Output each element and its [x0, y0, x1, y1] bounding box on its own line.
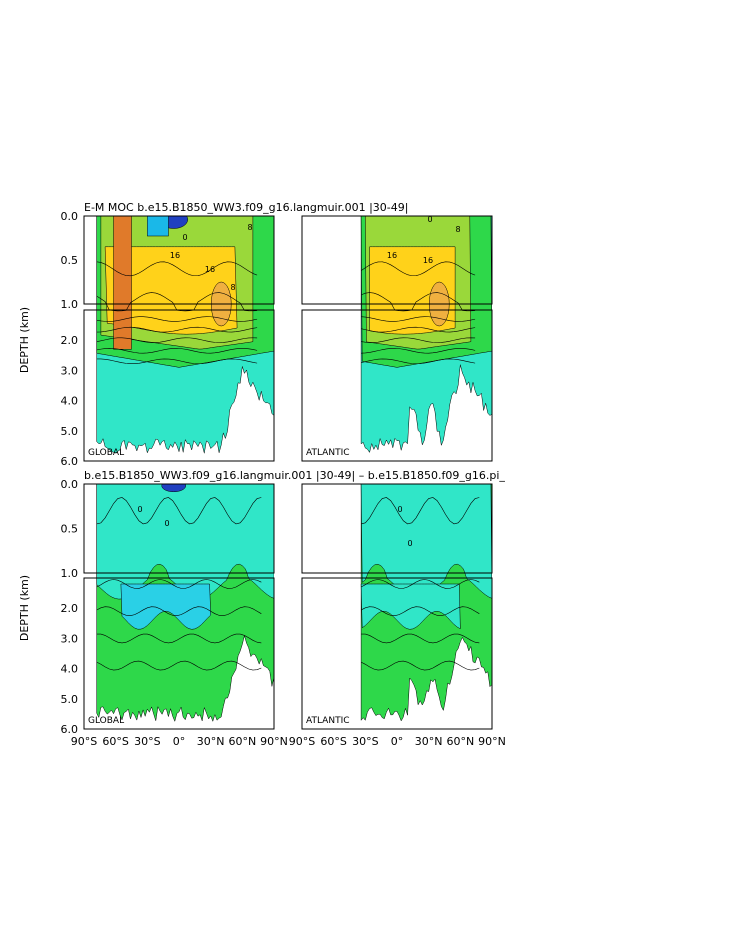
contour-line	[96, 348, 258, 354]
y-tick-label: 5.0	[61, 693, 79, 706]
diff-band-deep	[360, 583, 461, 630]
moc-atlantic-panel	[360, 216, 492, 453]
y-axis-label: DEPTH (km)	[18, 307, 31, 373]
contour-line	[361, 348, 476, 354]
x-tick-label: 30°S	[134, 735, 160, 748]
contour-line	[361, 316, 476, 322]
x-tick-label: 30°N	[197, 735, 225, 748]
contour-line	[361, 358, 476, 365]
x-tick-label: 90°S	[71, 735, 97, 748]
y-tick-label: 2.0	[61, 602, 79, 615]
contour-label: 16	[423, 256, 433, 265]
moc-global-panel	[96, 216, 274, 454]
x-tick-label: 90°N	[478, 735, 506, 748]
contour-label: 16	[170, 251, 180, 260]
contour-line	[96, 337, 258, 343]
contour-line	[360, 660, 480, 671]
contour-line	[96, 316, 258, 322]
contour-label: 0	[407, 539, 412, 548]
x-tick-label: 30°S	[352, 735, 378, 748]
y-tick-label: 4.0	[61, 395, 79, 408]
y-tick-label: 0.0	[61, 210, 79, 223]
contour-line	[96, 261, 258, 277]
contour-line	[361, 337, 476, 343]
y-tick-label: 2.0	[61, 334, 79, 347]
x-tick-label: 60°N	[446, 735, 474, 748]
y-tick-label: 0.0	[61, 478, 79, 491]
panel-tag-global: GLOBAL	[88, 448, 124, 458]
moc-band-strong	[104, 246, 238, 335]
contour-line	[96, 660, 262, 671]
y-tick-label: 5.0	[61, 425, 79, 438]
diff-global-panel	[96, 484, 274, 722]
panel-frame-lower	[301, 577, 493, 730]
x-tick-label: 30°N	[415, 735, 443, 748]
panel-frame-upper	[301, 483, 493, 574]
y-tick-label: 3.0	[61, 364, 79, 377]
contour-label: 8	[455, 225, 460, 234]
contour-line	[96, 497, 262, 525]
contour-line	[96, 633, 262, 644]
y-tick-label: 6.0	[61, 723, 79, 736]
contour-label: 0	[397, 505, 402, 514]
contour-line	[361, 633, 480, 644]
contour-label: 0	[164, 519, 169, 528]
x-tick-label: 0°	[391, 735, 404, 748]
contour-label: 8	[247, 223, 252, 232]
contour-line	[96, 579, 262, 589]
y-tick-label: 6.0	[61, 455, 79, 468]
panel-frame-lower	[83, 309, 275, 462]
diff-band-deep	[120, 583, 211, 630]
y-tick-label: 1.0	[61, 298, 79, 311]
panel-frame-lower	[301, 309, 493, 462]
moc-shallow-cell	[147, 216, 169, 237]
panel-frame-lower	[83, 577, 275, 730]
x-tick-label: 60°S	[102, 735, 128, 748]
contour-label: 16	[205, 265, 215, 274]
moc-deacon-cell	[113, 216, 132, 350]
bottom-title: b.e15.B1850_WW3.f09_g16.langmuir.001 |30…	[84, 469, 505, 482]
contour-line	[361, 292, 476, 312]
x-tick-label: 60°N	[228, 735, 256, 748]
x-tick-label: 60°S	[320, 735, 346, 748]
contour-label: 0	[182, 233, 187, 242]
y-tick-label: 4.0	[61, 663, 79, 676]
diff-band-neg	[96, 484, 274, 600]
y-tick-label: 0.5	[61, 523, 79, 536]
x-tick-label: 90°S	[289, 735, 315, 748]
top-title: E-M MOC b.e15.B1850_WW3.f09_g16.langmuir…	[84, 201, 408, 214]
panel-tag-atlantic: ATLANTIC	[306, 716, 350, 726]
diff-tropical-anomaly	[161, 484, 186, 493]
contour-line	[360, 579, 480, 589]
contour-line	[96, 606, 262, 617]
contour-label: 8	[230, 283, 235, 292]
x-tick-label: 0°	[173, 735, 186, 748]
x-tick-label: 90°N	[260, 735, 288, 748]
y-axis-label: DEPTH (km)	[18, 575, 31, 641]
panel-tag-global: GLOBAL	[88, 716, 124, 726]
panel-frame-upper	[301, 215, 493, 305]
panel-frame-upper	[83, 215, 275, 305]
contour-line	[361, 497, 480, 525]
y-tick-label: 3.0	[61, 632, 79, 645]
contour-label: 16	[387, 251, 397, 260]
panel-frame-upper	[83, 483, 275, 574]
contour-label: 0	[427, 215, 432, 224]
y-tick-label: 1.0	[61, 567, 79, 580]
contour-line	[361, 326, 476, 333]
diff-atlantic-panel	[360, 484, 492, 722]
y-tick-label: 0.5	[61, 254, 79, 267]
contour-label: 0	[137, 505, 142, 514]
contour-line	[96, 358, 258, 365]
contour-line	[96, 326, 258, 333]
contour-line	[360, 261, 476, 277]
panel-tag-atlantic: ATLANTIC	[306, 448, 350, 458]
contour-line	[360, 606, 480, 617]
